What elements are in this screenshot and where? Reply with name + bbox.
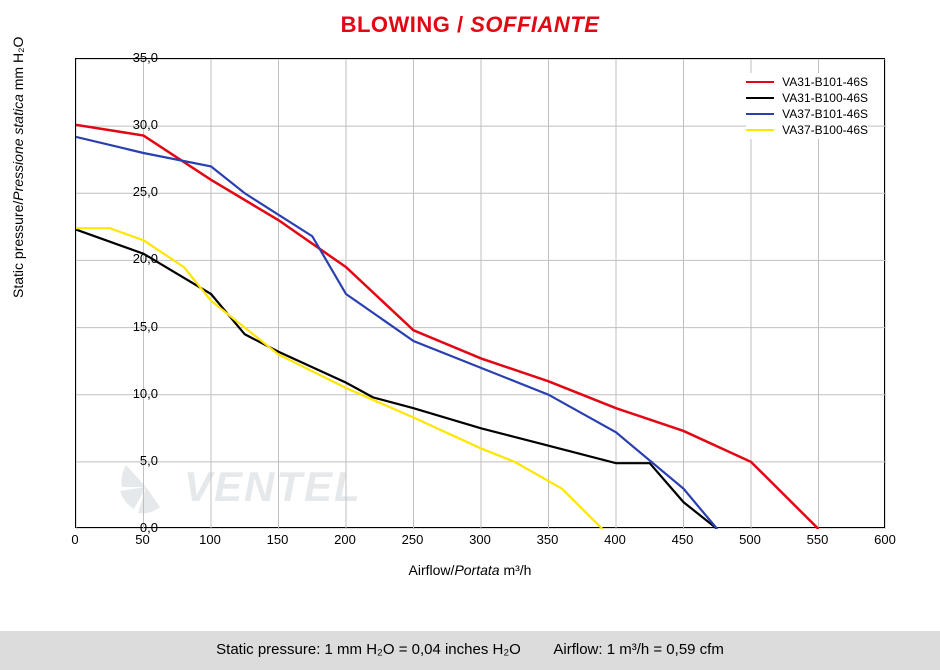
x-tick-label: 550 (807, 532, 829, 547)
footer-left: Static pressure: 1 mm H₂O = 0,04 inches … (216, 641, 521, 658)
series-VA31-B101-46S (76, 125, 819, 529)
y-axis-label-unit: mm H₂O (10, 37, 26, 95)
y-axis-label-plain: Static pressure/ (10, 201, 26, 298)
x-axis-label-plain: Airflow/ (409, 562, 455, 578)
title-part2: SOFFIANTE (470, 12, 599, 37)
y-axis-label-italic: Pressione statica (10, 94, 26, 201)
legend-label: VA37-B100-46S (782, 123, 868, 137)
y-tick-label: 15,0 (118, 319, 158, 334)
x-tick-label: 400 (604, 532, 626, 547)
legend-swatch (746, 81, 774, 84)
legend-swatch (746, 113, 774, 116)
x-tick-label: 0 (71, 532, 78, 547)
x-tick-label: 300 (469, 532, 491, 547)
legend-swatch (746, 129, 774, 132)
y-tick-label: 20,0 (118, 251, 158, 266)
x-tick-label: 600 (874, 532, 896, 547)
chart-title: BLOWING / SOFFIANTE (0, 0, 940, 38)
x-tick-label: 150 (267, 532, 289, 547)
x-tick-label: 200 (334, 532, 356, 547)
title-part1: BLOWING / (341, 12, 471, 37)
series-VA37-B101-46S (76, 137, 717, 529)
x-axis-label-unit: m³/h (500, 562, 532, 578)
y-tick-label: 25,0 (118, 184, 158, 199)
x-tick-label: 350 (537, 532, 559, 547)
y-axis-label: Static pressure/Pressione statica mm H₂O (10, 37, 26, 298)
y-tick-label: 5,0 (118, 453, 158, 468)
legend-label: VA31-B101-46S (782, 75, 868, 89)
x-axis-label: Airflow/Portata m³/h (20, 562, 920, 578)
footer-bar: Static pressure: 1 mm H₂O = 0,04 inches … (0, 631, 940, 670)
footer-right: Airflow: 1 m³/h = 0,59 cfm (553, 641, 723, 658)
legend-item: VA31-B101-46S (746, 75, 868, 89)
y-tick-label: 10,0 (118, 386, 158, 401)
legend-item: VA37-B100-46S (746, 123, 868, 137)
x-tick-label: 50 (135, 532, 149, 547)
plot-area: VENTEL VA31-B101-46S VA31-B100-46S VA37-… (75, 58, 885, 528)
legend-label: VA37-B101-46S (782, 107, 868, 121)
chart-container: Static pressure/Pressione statica mm H₂O… (20, 48, 920, 588)
y-tick-label: 35,0 (118, 50, 158, 65)
legend-label: VA31-B100-46S (782, 91, 868, 105)
legend-swatch (746, 97, 774, 100)
x-tick-label: 250 (402, 532, 424, 547)
y-tick-label: 30,0 (118, 117, 158, 132)
series-lines (76, 125, 819, 529)
legend: VA31-B101-46S VA31-B100-46S VA37-B101-46… (746, 73, 868, 139)
legend-item: VA37-B101-46S (746, 107, 868, 121)
legend-item: VA31-B100-46S (746, 91, 868, 105)
x-tick-label: 500 (739, 532, 761, 547)
series-VA31-B100-46S (76, 230, 717, 529)
x-tick-label: 450 (672, 532, 694, 547)
x-axis-label-italic: Portata (454, 562, 499, 578)
x-tick-label: 100 (199, 532, 221, 547)
